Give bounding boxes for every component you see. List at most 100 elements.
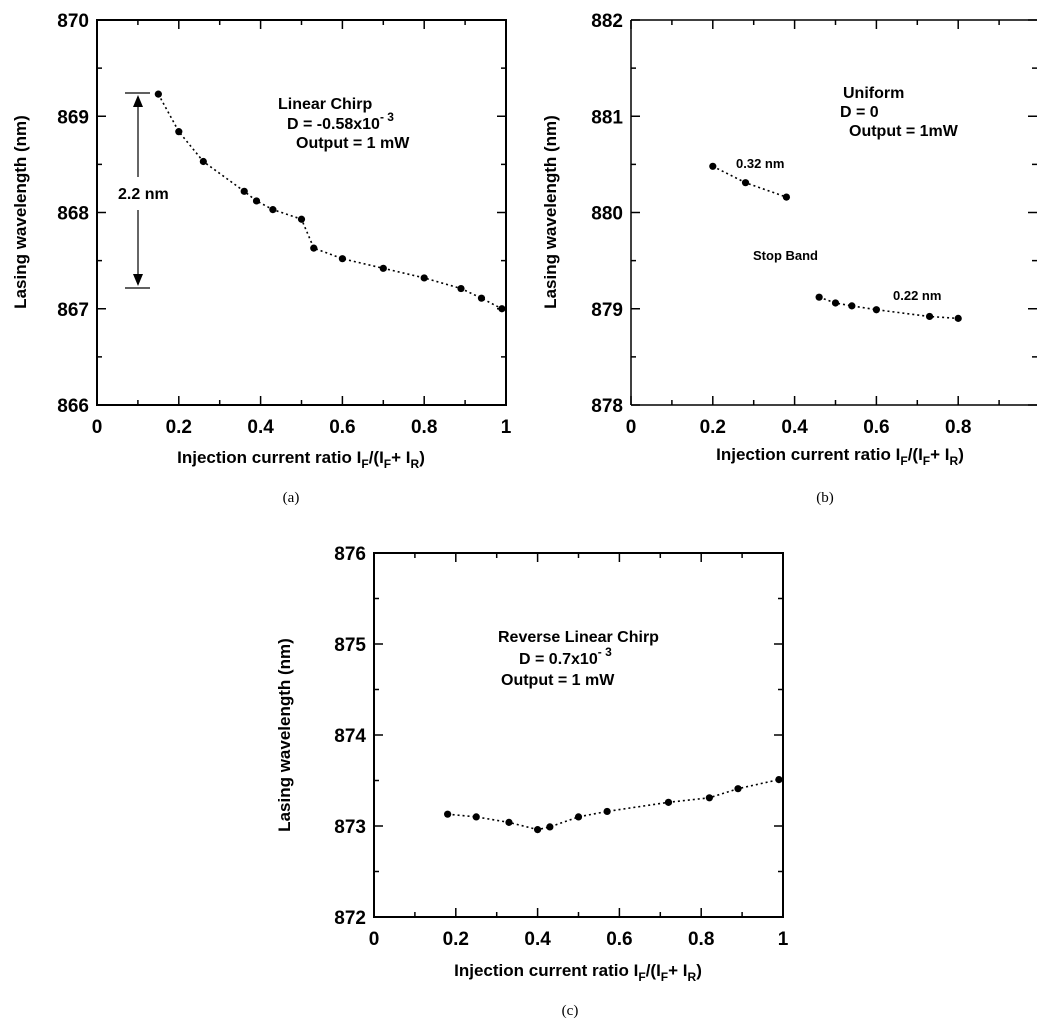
x-tick-label: 1 (778, 929, 789, 950)
annotation-d-c: D = 0.7x10- 3 (519, 645, 612, 668)
x-tick-label: 0.4 (247, 417, 274, 438)
annotation-title-a: Linear Chirp (278, 96, 372, 113)
x-tick-label: 0.6 (329, 417, 355, 438)
plot-frame-b (630, 19, 1037, 406)
y-tick-label: 867 (57, 300, 89, 321)
data-point (709, 162, 717, 170)
data-point (498, 305, 506, 313)
span-label-a: 2.2 nm (118, 186, 169, 203)
y-tick-label: 881 (591, 107, 623, 128)
segment-label-high-b: 0.22 nm (893, 288, 941, 303)
tick-marks-a (96, 19, 507, 406)
x-tick-label: 0.6 (863, 417, 889, 438)
chart-panel-a: 866 867 868 869 870 0 0.2 0.4 0.6 0.8 1 Lasing wa… (11, 11, 512, 506)
x-tick-label: 0.8 (411, 417, 437, 438)
series-line (818, 296, 959, 320)
data-point (505, 818, 513, 826)
x-tick-label: 0 (369, 929, 380, 950)
data-point (379, 264, 387, 272)
data-point (297, 215, 306, 223)
y-tick-label: 866 (57, 396, 89, 417)
data-point (954, 314, 962, 322)
series-b (709, 162, 962, 322)
series-c (444, 775, 783, 834)
x-tick-label: 0 (626, 417, 637, 438)
data-point (815, 293, 823, 301)
data-point (240, 187, 248, 195)
x-tick-labels-c: 0 0.2 0.4 0.6 0.8 1 (369, 929, 789, 950)
data-point (741, 179, 750, 187)
x-tick-label: 0.2 (443, 929, 469, 950)
series-a (154, 90, 506, 313)
annotation-d-a: D = -0.58x10- 3 (287, 110, 394, 133)
y-axis-label-c: Lasing wavelength (nm) (275, 638, 294, 832)
data-point (310, 244, 318, 252)
x-tick-labels-a: 0 0.2 0.4 0.6 0.8 1 (92, 417, 512, 438)
data-point (175, 128, 183, 136)
y-tick-label: 873 (334, 817, 366, 838)
x-axis-label-a: Injection current ratio IF/(IF+ IR) (177, 448, 425, 471)
annotation-output-a: Output = 1 mW (296, 135, 410, 152)
y-axis-label-b: Lasing wavelength (nm) (541, 115, 560, 309)
y-tick-label: 876 (334, 544, 366, 565)
caption-b: (b) (816, 490, 834, 506)
data-point (734, 785, 742, 793)
data-point (457, 284, 465, 293)
y-tick-label: 874 (334, 726, 366, 747)
data-point (925, 312, 934, 321)
x-tick-label: 0.4 (781, 417, 808, 438)
data-point (664, 798, 673, 806)
plot-frame-c (373, 552, 784, 918)
y-tick-label: 872 (334, 908, 366, 929)
data-point (831, 299, 840, 307)
data-point (534, 826, 542, 834)
data-point (775, 775, 783, 784)
annotation-d-b: D = 0 (840, 104, 879, 121)
x-tick-label: 0.2 (700, 417, 726, 438)
data-point (546, 823, 554, 831)
y-tick-label: 868 (57, 204, 89, 225)
y-tick-labels-b: 878 879 880 881 882 (591, 11, 623, 417)
x-tick-label: 0.6 (606, 929, 632, 950)
caption-c: (c) (562, 1003, 579, 1019)
y-axis-label-a: Lasing wavelength (nm) (11, 115, 30, 309)
x-tick-label: 0.4 (524, 929, 551, 950)
chart-panel-c: 872 873 874 875 876 0 0.2 0.4 0.6 0.8 1 Lasing wa… (275, 544, 789, 1019)
y-tick-labels-a: 866 867 868 869 870 (57, 11, 89, 417)
chart-panel-b: 878 879 880 881 882 0 0.2 0.4 0.6 0.8 Lasing wav… (541, 11, 1037, 506)
y-tick-labels-c: 872 873 874 875 876 (334, 544, 366, 929)
data-point (252, 197, 261, 205)
x-axis-label-c: Injection current ratio IF/(IF+ IR) (454, 961, 702, 984)
segment-label-low-b: 0.32 nm (736, 156, 784, 171)
y-tick-label: 879 (591, 300, 623, 321)
data-point (420, 274, 428, 282)
plot-frame-a (96, 19, 507, 406)
data-point (477, 294, 486, 302)
y-tick-label: 880 (591, 204, 623, 225)
annotation-title-c: Reverse Linear Chirp (498, 629, 659, 646)
data-point (848, 302, 856, 310)
caption-a: (a) (283, 490, 300, 506)
x-axis-label-b: Injection current ratio IF/(IF+ IR) (716, 445, 964, 468)
y-tick-label: 870 (57, 11, 89, 32)
data-point (705, 794, 713, 802)
annotation-output-c: Output = 1 mW (501, 672, 615, 689)
data-point (574, 813, 583, 821)
data-point (444, 810, 452, 818)
x-tick-label: 0.2 (166, 417, 192, 438)
data-point (782, 193, 791, 201)
y-tick-label: 869 (57, 107, 89, 128)
x-tick-label: 0.8 (945, 417, 971, 438)
data-point (199, 157, 207, 166)
data-point (154, 90, 162, 98)
annotation-output-b: Output = 1mW (849, 123, 959, 140)
y-tick-label: 882 (591, 11, 623, 32)
y-tick-label: 878 (591, 396, 623, 417)
span-arrow-a (125, 92, 150, 289)
annotation-title-b: Uniform (843, 85, 904, 102)
data-point (338, 255, 346, 263)
stop-band-label-b: Stop Band (753, 248, 818, 263)
tick-marks-c (373, 552, 784, 918)
data-point (269, 206, 277, 214)
y-tick-label: 875 (334, 635, 366, 656)
